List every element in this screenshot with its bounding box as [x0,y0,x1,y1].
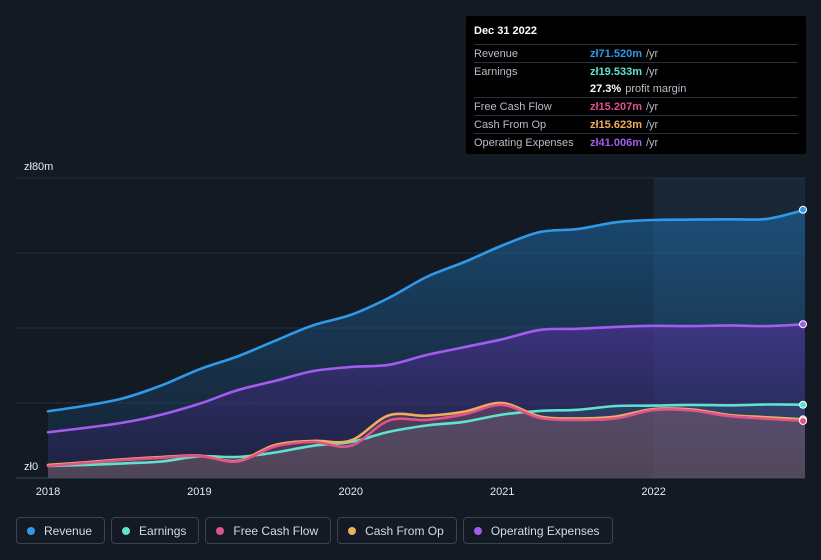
earnings-end-marker [799,400,807,409]
tooltip-label: Free Cash Flow [474,100,552,113]
tooltip-unit: /yr [645,118,659,131]
operating-expenses-line [46,322,807,434]
y-tick-zero: zł0 [24,461,38,473]
cash-from-op-dot-icon [348,526,357,535]
legend-item-free-cash-flow[interactable]: Free Cash Flow [205,517,332,544]
x-tick-label: 2020 [339,486,363,498]
y-tick-top: zł80m [24,161,53,173]
earnings-dot-icon [122,526,131,535]
legend-label: Revenue [44,523,93,538]
x-tick-label: 2019 [187,486,211,498]
legend-item-earnings[interactable]: Earnings [111,517,200,544]
chart: zł80m zł0 2018 2019 2020 2021 2022 [16,161,807,498]
revenue-dot-icon [27,526,35,535]
tooltip-value: zł15.207m [590,100,642,113]
x-tick-label: 2022 [641,486,665,498]
x-tick-label: 2021 [490,486,514,498]
tooltip-value: zł19.533m [590,65,642,78]
operating-expenses-dot-icon [473,526,482,535]
cash-from-op-area [48,402,805,478]
free-cash-flow-area [48,404,805,478]
tooltip-row-revenue: Revenue zł71.520m /yr [474,44,798,62]
tooltip-label: Revenue [474,47,519,60]
earnings-line [46,403,807,468]
tooltip-value: 27.3% [590,82,622,95]
legend: Revenue Earnings Free Cash Flow Cash Fro… [16,517,613,544]
tooltip-row-fcf: Free Cash Flow zł15.207m /yr [474,97,798,115]
tooltip-row-margin: 27.3% profit margin [474,80,798,97]
tooltip-value: zł41.006m [590,136,642,149]
legend-label: Earnings [139,523,187,538]
series-areas [48,209,805,479]
tooltip-unit: /yr [645,136,659,149]
tooltip-value: zł15.623m [590,118,642,131]
tooltip-unit: /yr [645,65,659,78]
tooltip-row-earnings: Earnings zł19.533m /yr [474,62,798,80]
revenue-end-marker [799,205,807,214]
operating-expenses-area [48,324,805,478]
legend-label: Operating Expenses [490,523,600,538]
tooltip-unit: /yr [645,47,659,60]
tooltip-label: Operating Expenses [474,136,574,149]
tooltip-unit: /yr [645,100,659,113]
tooltip-row-cfo: Cash From Op zł15.623m /yr [474,115,798,133]
operating-expenses-end-marker [799,320,807,329]
revenue-line [46,208,807,413]
x-tick-label: 2018 [36,486,60,498]
free-cash-flow-dot-icon [216,526,225,535]
legend-item-revenue[interactable]: Revenue [16,517,106,544]
axes: zł80m zł0 2018 2019 2020 2021 2022 [24,161,666,498]
tooltip-unit: profit margin [625,82,687,95]
series-lines [46,208,807,468]
tooltip-label: Earnings [474,65,518,78]
tooltip-value: zł71.520m [590,47,642,60]
legend-label: Cash From Op [365,523,444,538]
tooltip: Dec 31 2022 Revenue zł71.520m /yr Earnin… [466,16,806,154]
tooltip-label: Cash From Op [474,118,547,131]
free-cash-flow-line [46,403,807,468]
legend-item-operating-expenses[interactable]: Operating Expenses [462,517,613,544]
tooltip-row-opex: Operating Expenses zł41.006m /yr [474,133,798,151]
legend-item-cash-from-op[interactable]: Cash From Op [337,517,457,544]
legend-label: Free Cash Flow [233,523,319,538]
tooltip-date: Dec 31 2022 [474,25,537,37]
free-cash-flow-end-marker [799,416,807,425]
series-end-markers [799,205,807,425]
